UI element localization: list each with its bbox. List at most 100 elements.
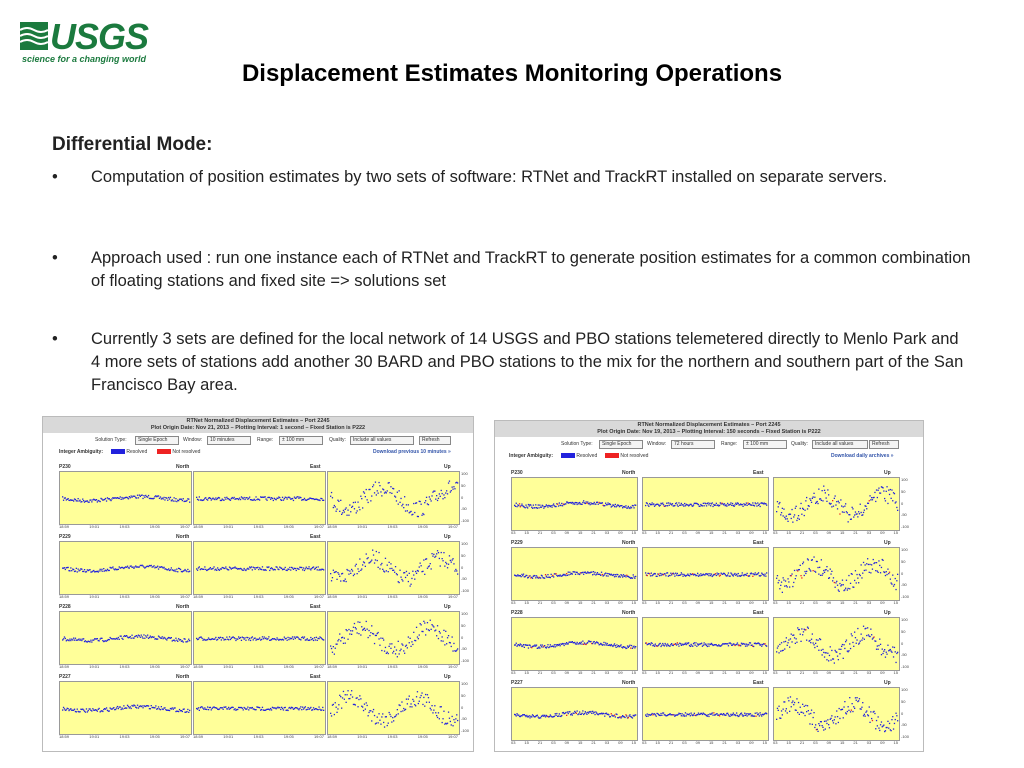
resolved-point bbox=[419, 562, 421, 564]
resolved-point bbox=[541, 644, 543, 646]
quality-select[interactable]: Include all values bbox=[350, 436, 414, 445]
resolved-point bbox=[695, 714, 697, 717]
refresh-button[interactable]: Refresh bbox=[419, 436, 451, 445]
resolved-point bbox=[76, 571, 78, 573]
resolved-point bbox=[283, 568, 285, 570]
resolved-point bbox=[541, 715, 543, 717]
resolved-point bbox=[694, 502, 696, 505]
resolved-point bbox=[806, 496, 808, 499]
download-link[interactable]: Download daily archives » bbox=[831, 453, 894, 459]
range-select[interactable]: ± 100 mm bbox=[743, 440, 787, 449]
resolved-point bbox=[396, 656, 398, 658]
resolved-point bbox=[367, 501, 369, 504]
resolved-point bbox=[340, 580, 342, 582]
x-tick-label: 21 bbox=[668, 670, 674, 675]
resolved-point bbox=[736, 643, 738, 645]
resolved-point bbox=[608, 573, 610, 575]
resolved-point bbox=[666, 502, 668, 504]
resolved-point bbox=[164, 568, 166, 570]
resolved-point bbox=[434, 490, 436, 492]
resolved-point bbox=[312, 709, 314, 711]
resolved-point bbox=[882, 487, 884, 489]
resolved-point bbox=[827, 652, 829, 654]
resolved-point bbox=[131, 704, 133, 707]
resolved-point bbox=[801, 513, 803, 515]
resolved-point bbox=[584, 643, 586, 645]
resolved-point bbox=[603, 574, 605, 576]
resolved-point bbox=[585, 712, 587, 714]
resolved-point bbox=[671, 504, 673, 506]
resolved-point bbox=[424, 573, 426, 575]
resolved-point bbox=[817, 730, 819, 732]
resolved-point bbox=[705, 503, 707, 505]
resolved-point bbox=[527, 577, 529, 579]
resolved-point bbox=[334, 571, 336, 573]
resolved-point bbox=[876, 496, 878, 499]
resolved-point bbox=[238, 568, 240, 570]
resolved-point bbox=[785, 585, 787, 587]
resolved-point bbox=[562, 711, 564, 714]
quality-select[interactable]: Include all values bbox=[812, 440, 868, 449]
resolved-point bbox=[514, 504, 516, 506]
resolved-point bbox=[806, 558, 809, 560]
resolved-point bbox=[883, 571, 885, 573]
range-select[interactable]: ± 100 mm bbox=[279, 436, 323, 445]
resolved-point bbox=[233, 496, 235, 499]
resolved-point bbox=[143, 495, 145, 497]
resolved-point bbox=[815, 560, 818, 563]
resolved-point bbox=[447, 482, 450, 484]
resolved-point bbox=[828, 724, 830, 726]
resolved-point bbox=[719, 645, 721, 647]
window-select[interactable]: 10 minutes bbox=[207, 436, 251, 445]
resolved-point bbox=[416, 569, 419, 572]
resolved-point bbox=[723, 572, 726, 575]
resolved-point bbox=[405, 644, 408, 646]
resolved-point bbox=[566, 643, 569, 645]
resolved-point bbox=[658, 714, 660, 716]
resolved-point bbox=[206, 569, 208, 572]
resolved-point bbox=[726, 505, 728, 507]
resolved-point bbox=[84, 571, 87, 573]
resolved-point bbox=[331, 577, 334, 579]
resolved-point bbox=[595, 642, 597, 644]
resolved-point bbox=[592, 503, 595, 505]
resolved-point bbox=[841, 505, 843, 507]
resolved-point bbox=[399, 569, 401, 571]
resolved-point bbox=[222, 567, 224, 569]
resolved-point bbox=[582, 571, 584, 573]
resolved-point bbox=[247, 498, 249, 500]
x-tick-label: 19:07 bbox=[313, 734, 324, 739]
resolved-point bbox=[317, 566, 319, 568]
resolved-point bbox=[364, 629, 366, 631]
resolved-point bbox=[397, 640, 399, 642]
resolved-point bbox=[884, 656, 887, 658]
resolved-point bbox=[665, 505, 667, 507]
panel-subtitle: Plot Origin Date: Nov 19, 2013 – Plottin… bbox=[597, 429, 821, 435]
resolved-point bbox=[450, 561, 452, 563]
resolved-point bbox=[148, 636, 151, 639]
resolved-point bbox=[576, 503, 578, 506]
resolved-point bbox=[148, 708, 151, 710]
resolved-point bbox=[183, 570, 185, 572]
x-tick-label: 09 bbox=[826, 530, 832, 535]
resolved-point bbox=[807, 505, 809, 507]
solution-type-select[interactable]: Single Epoch bbox=[135, 436, 179, 445]
resolved-point bbox=[383, 492, 386, 494]
x-tick-label: 15 bbox=[786, 670, 791, 675]
not-resolved-point bbox=[530, 577, 532, 579]
solution-type-select[interactable]: Single Epoch bbox=[599, 440, 643, 449]
resolved-point bbox=[286, 709, 288, 711]
resolved-point bbox=[663, 714, 665, 716]
window-select[interactable]: 72 hours bbox=[671, 440, 715, 449]
resolved-point bbox=[580, 713, 582, 715]
resolved-point bbox=[686, 504, 688, 506]
resolved-point bbox=[591, 571, 593, 573]
resolved-point bbox=[379, 568, 381, 570]
resolved-point bbox=[268, 636, 270, 638]
resolved-point bbox=[260, 496, 262, 498]
resolved-point bbox=[662, 642, 664, 645]
download-link[interactable]: Download previous 10 minutes » bbox=[373, 449, 451, 455]
resolved-point bbox=[115, 497, 118, 499]
resolved-point bbox=[657, 573, 659, 575]
refresh-button[interactable]: Refresh bbox=[869, 440, 899, 449]
